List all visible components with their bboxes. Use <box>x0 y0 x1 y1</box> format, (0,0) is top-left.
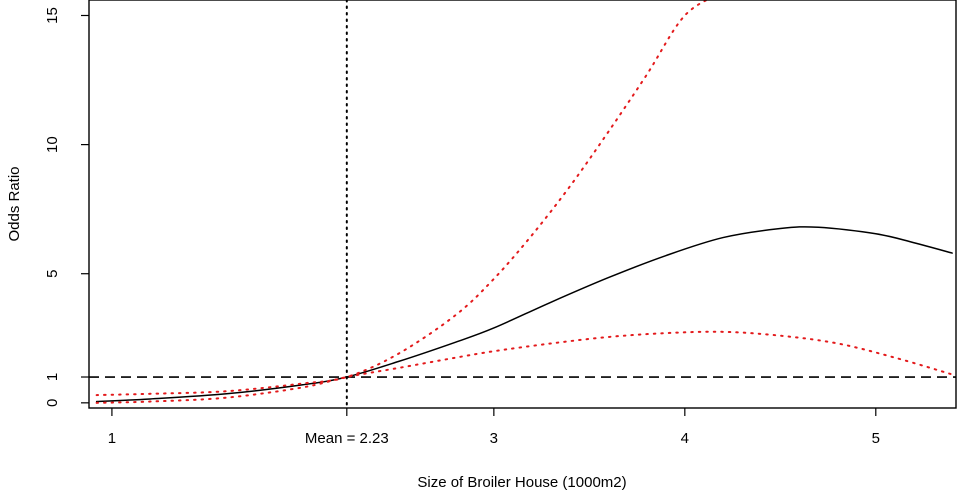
lower-ci-line <box>95 330 954 404</box>
y-tick-label: 15 <box>44 7 61 24</box>
x-tick-label: 1 <box>108 430 116 447</box>
y-tick-label: 10 <box>44 136 61 153</box>
x-axis: 1 Mean = 2.23 3 4 5 <box>108 408 880 447</box>
series-lines <box>95 0 954 404</box>
x-tick-label: 4 <box>681 430 689 447</box>
x-tick-label: 5 <box>872 430 880 447</box>
estimate-line <box>95 226 953 403</box>
y-tick-label: 5 <box>44 270 61 278</box>
y-tick-label: 0 <box>44 399 61 407</box>
reference-lines <box>89 0 956 408</box>
plot-frame <box>88 0 957 409</box>
x-tick-label: 3 <box>490 430 498 447</box>
y-tick-label: 1 <box>44 373 61 381</box>
upper-ci-line <box>95 0 709 397</box>
x-tick-label: Mean = 2.23 <box>305 430 389 447</box>
x-axis-title: Size of Broiler House (1000m2) <box>417 474 626 491</box>
y-axis-title: Odds Ratio <box>6 166 23 241</box>
